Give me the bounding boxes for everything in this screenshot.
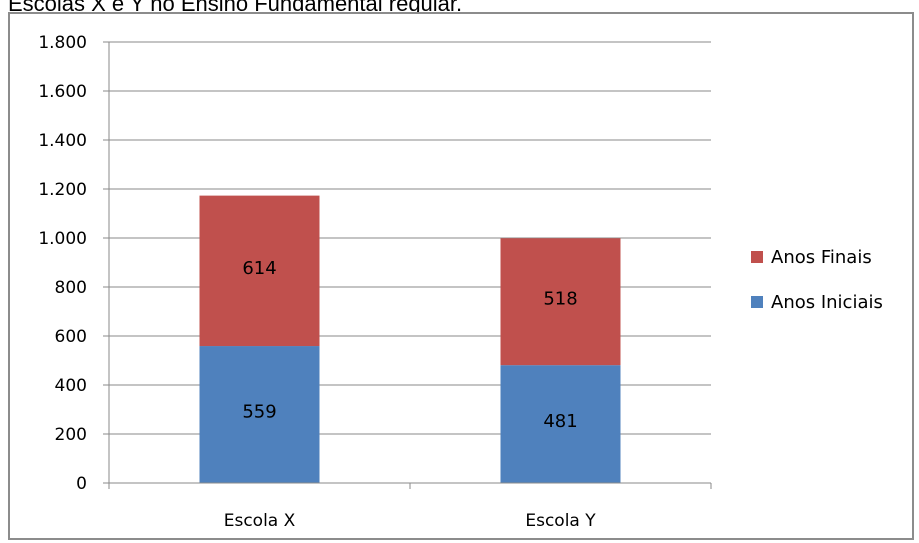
data-label: 559 [242,402,276,423]
y-tick-label: 400 [55,376,87,396]
data-label: 518 [543,289,577,310]
y-tick-label: 0 [76,474,87,494]
y-tick-label: 1.800 [38,33,87,53]
y-tick-label: 1.600 [38,82,87,102]
legend: Anos Finais Anos Iniciais [751,247,883,313]
y-axis: 0 200 400 600 800 1.000 1.200 1.400 1.600 1.800 [38,33,110,494]
y-tick-label: 1.200 [38,180,87,200]
data-label: 614 [242,258,276,279]
y-tick-label: 600 [55,327,87,347]
bar-segment [199,195,320,347]
x-tick-label: Escola X [224,511,296,531]
bars: 559 614 481 518 [199,195,621,483]
legend-swatch [751,296,763,308]
legend-label: Anos Iniciais [771,292,883,313]
y-tick-label: 1.000 [38,229,87,249]
y-tick-label: 800 [55,278,87,298]
y-tick-label: 1.400 [38,131,87,151]
bar-segment [500,365,621,483]
y-tick-label: 200 [55,425,87,445]
legend-label: Anos Finais [771,247,872,268]
x-axis: Escola X Escola Y [108,482,712,531]
bar-segment [500,238,621,366]
gridlines [109,41,711,484]
x-tick-label: Escola Y [525,511,596,531]
bar-segment [199,346,320,483]
data-label: 481 [543,411,577,432]
chart-frame [8,12,914,540]
legend-swatch [751,251,763,263]
